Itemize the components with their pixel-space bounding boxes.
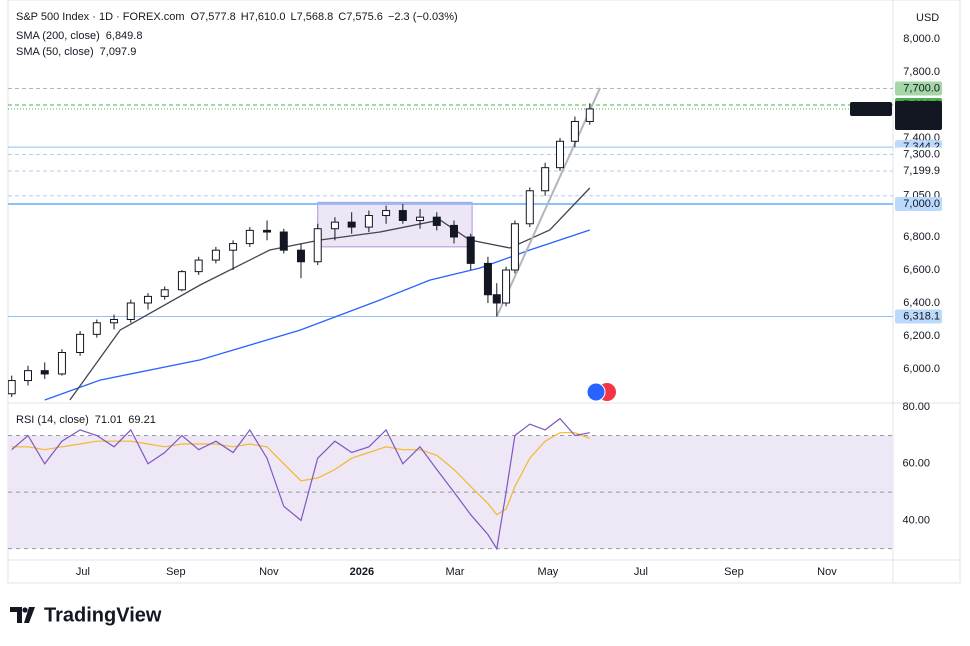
frame (7, 0, 961, 584)
ohlc-value: −2.3 (−0.03%) (388, 11, 458, 23)
level-label-bg (895, 196, 942, 211)
candle-body (510, 223, 519, 271)
level-label: 7,000.0 (903, 198, 940, 210)
level-label-bg (895, 163, 942, 178)
y-tick-label: 7,800.0 (903, 66, 940, 78)
candle-body (211, 249, 220, 261)
candle-body (23, 370, 32, 382)
y-tick-label: 40.00 (902, 514, 930, 526)
candle-body (541, 167, 550, 192)
level-label: 7,700.0 (903, 82, 940, 94)
brand: TradingView (44, 604, 162, 626)
last-price-label: 7,575.6 (903, 103, 940, 115)
candle-body (313, 228, 322, 263)
candle-body (92, 322, 101, 335)
candle-body (229, 243, 238, 251)
candle-body (585, 108, 594, 122)
trendline (495, 87, 601, 317)
x-tick-label: 2026 (350, 566, 374, 578)
candle-body (57, 352, 66, 375)
candle-body (330, 221, 339, 230)
level-label-bg (895, 81, 942, 96)
ohlc-value: H7,610.0 (241, 11, 286, 23)
zone (317, 201, 473, 248)
currency-icon (586, 382, 616, 402)
price-pane (8, 87, 893, 401)
candle-body (416, 216, 425, 221)
countdown: 07:39:21 (897, 116, 940, 128)
candle-body (40, 370, 49, 375)
x-tick-label: Jul (76, 566, 90, 578)
level-label: 7,300.0 (903, 148, 940, 160)
legend-name: SMA (50, close) (16, 46, 94, 58)
candle-body (449, 224, 458, 238)
symbol-tag-bg (850, 101, 892, 116)
rsi-title: RSI (14, close) (16, 414, 89, 426)
y-tick-label: 8,000.0 (903, 33, 940, 45)
last-price-bg (895, 100, 942, 130)
y-tick-label: 80.00 (902, 401, 930, 413)
level-label: 7,199.9 (903, 165, 940, 177)
candle-body (160, 289, 169, 297)
y-tick-label: 6,400.0 (903, 297, 940, 309)
candle-body (8, 380, 16, 395)
symbol-tag: SPX500 (853, 104, 890, 115)
y-tick-label: 6,800.0 (903, 231, 940, 243)
candle-body (525, 190, 534, 225)
x-tick-label: Nov (817, 566, 837, 578)
y-tick-label: 6,000.0 (903, 363, 940, 375)
candle-body (296, 249, 305, 263)
candle-body (483, 262, 492, 296)
candle-body (432, 216, 441, 226)
candle-body (245, 229, 254, 245)
y-tick-label: 60.00 (902, 458, 930, 470)
candle-body (347, 221, 356, 228)
ohlc-value: C7,575.6 (338, 11, 383, 23)
candle-body (126, 302, 135, 320)
symbol-title: S&P 500 Index · 1D · FOREX.com (16, 11, 185, 23)
rsi-legend-value: 71.01 (95, 414, 123, 426)
legend-value: 7,097.9 (100, 46, 137, 58)
x-tick-label: Jul (634, 566, 648, 578)
x-tick-label: Mar (445, 566, 464, 578)
x-tick-label: Sep (166, 566, 186, 578)
legend-name: SMA (200, close) (16, 30, 100, 42)
candle-body (556, 140, 565, 169)
candle-body (194, 259, 203, 273)
candle-body (177, 271, 186, 291)
logo: TradingView (10, 604, 162, 626)
ohlc-value: O7,577.8 (191, 11, 236, 23)
ohlc-value: L7,568.8 (290, 11, 333, 23)
candle-body (502, 269, 511, 304)
rsi-pane (8, 417, 893, 551)
y-tick-label: 6,600.0 (903, 264, 940, 276)
candle-body (279, 231, 288, 251)
candle-body (364, 215, 373, 228)
x-tick-label: Nov (259, 566, 279, 578)
rsi-line (11, 417, 590, 551)
rsi-legend-value: 69.21 (128, 414, 156, 426)
candle-body (492, 294, 501, 304)
candle-body (382, 210, 391, 217)
rsi-line (11, 432, 591, 516)
candle-body (466, 236, 475, 264)
candle-body (570, 120, 579, 142)
x-tick-label: Sep (724, 566, 744, 578)
sma-line (69, 187, 591, 401)
x-tick-label: May (538, 566, 559, 578)
level-label: 6,318.1 (903, 310, 940, 322)
candle-body (110, 318, 119, 324)
level-label-bg (895, 309, 942, 324)
candle-body (398, 210, 407, 221)
legend-value: 6,849.8 (106, 30, 143, 42)
level-label-bg (895, 147, 942, 162)
y-tick-label: 6,200.0 (903, 330, 940, 342)
candle-body (143, 295, 152, 304)
currency: USD (916, 12, 939, 24)
candle-body (76, 333, 85, 354)
candle-body (263, 229, 272, 233)
